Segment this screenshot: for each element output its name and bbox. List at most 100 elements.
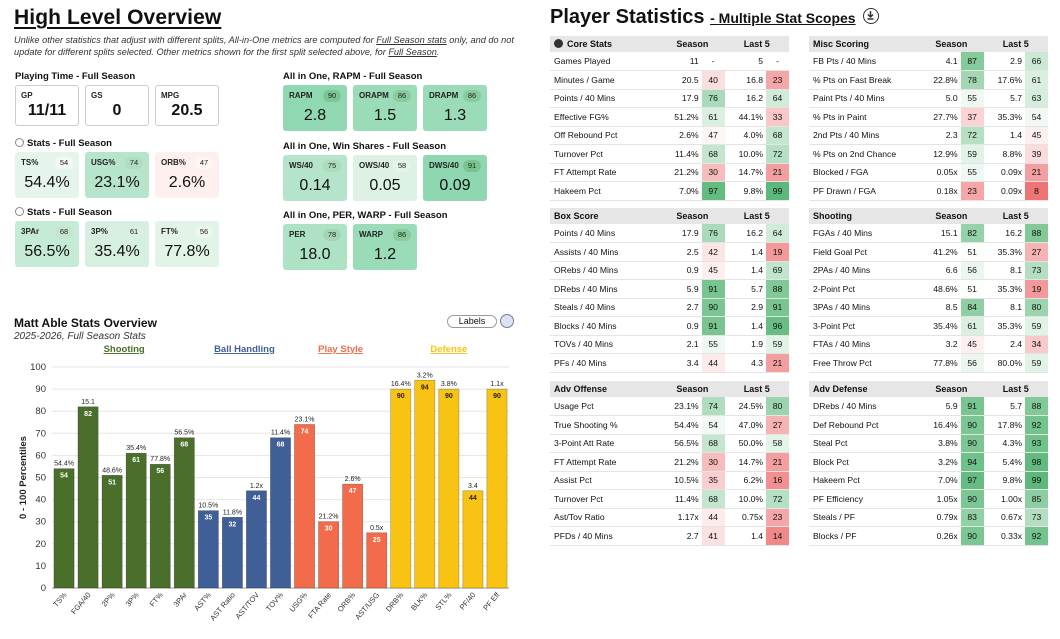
stats-2-radio[interactable] <box>15 207 24 216</box>
table-row: Def Rebound Pct 16.4% 90 17.8% 92 <box>809 415 1048 435</box>
season-value: 35.4% <box>919 316 961 336</box>
x-tick-label: AST% <box>192 590 213 612</box>
bar-percentile-label: 90 <box>397 393 405 400</box>
season-percentile: 44 <box>701 353 725 373</box>
stat-name: Paint Pts / 40 Mins <box>809 89 920 108</box>
last5-value: 10.0% <box>724 144 767 164</box>
info-icon[interactable] <box>554 39 563 48</box>
bar-value-label: 1.2x <box>250 483 264 490</box>
stat-name: Minutes / Game <box>550 70 661 90</box>
table-title-text: Box Score <box>554 211 599 221</box>
stat-card-value: 54.4% <box>24 174 70 191</box>
stat-name: Ast/Tov Ratio <box>550 508 661 527</box>
last5-column-header[interactable]: Last 5 <box>724 381 789 397</box>
download-icon[interactable] <box>863 8 880 24</box>
season-percentile: 30 <box>701 452 725 472</box>
percentile-badge: 86 <box>393 90 411 102</box>
percentile-badge: 61 <box>125 226 143 238</box>
bar-percentile-label: 68 <box>180 442 188 449</box>
last5-column-header[interactable]: Last 5 <box>983 208 1048 224</box>
last5-value: 8.1 <box>983 261 1026 280</box>
stat-card-value: 20.5 <box>171 102 203 119</box>
last5-column-header[interactable]: Last 5 <box>724 208 789 224</box>
last5-column-header[interactable]: Last 5 <box>724 36 789 52</box>
season-column-header[interactable]: Season <box>660 36 725 52</box>
season-value: 11 <box>660 52 702 71</box>
table-row: 3PAs / 40 Mins 8.5 84 8.1 80 <box>809 298 1048 317</box>
season-value: 54.4% <box>660 415 702 435</box>
last5-percentile: 59 <box>1025 353 1048 373</box>
x-tick-label: TS% <box>51 590 69 608</box>
season-percentile: 68 <box>701 144 725 164</box>
percentile-badge: 90 <box>323 90 341 102</box>
stat-card-value: 1.3 <box>443 107 467 124</box>
season-column-header[interactable]: Season <box>919 36 984 52</box>
season-percentile: 90 <box>960 415 984 435</box>
table-row: ORebs / 40 Mins 0.9 45 1.4 69 <box>550 261 789 280</box>
season-value: 16.4% <box>919 415 961 435</box>
table-row: Points / 40 Mins 17.9 76 16.2 64 <box>550 89 789 108</box>
stat-name: Assists / 40 Mins <box>550 242 661 262</box>
table-row: Off Rebound Pct 2.6% 47 4.0% 68 <box>550 126 789 145</box>
stat-card-per: PER 78 18.0 <box>283 224 347 270</box>
last5-percentile: 64 <box>766 224 789 243</box>
labels-toggle-switch[interactable] <box>500 314 514 328</box>
full-season-stats-link[interactable]: Full Season stats <box>376 35 447 45</box>
group-label-play-style: Play Style <box>318 344 363 355</box>
playing-time-title: Playing Time - Full Season <box>15 71 136 82</box>
table-shooting: Shooting Season Last 5 FGAs / 40 Mins 15.1 82… <box>809 208 1048 373</box>
table-row: Blocks / PF 0.26x 90 0.33x 92 <box>809 526 1048 546</box>
season-percentile: 54 <box>701 415 725 435</box>
stat-card-rapm: RAPM 90 2.8 <box>283 85 347 131</box>
last5-percentile: 34 <box>1025 335 1048 354</box>
bar-percentile-label: 47 <box>349 488 357 495</box>
table-row: Assists / 40 Mins 2.5 42 1.4 19 <box>550 242 789 262</box>
last5-column-header[interactable]: Last 5 <box>983 381 1048 397</box>
season-value: 11.4% <box>660 489 702 509</box>
season-percentile: 84 <box>960 298 984 317</box>
y-axis-label: 0 - 100 Percentiles <box>18 436 29 519</box>
table-box: Box Score Season Last 5 Points / 40 Mins 17.… <box>550 208 789 373</box>
season-percentile: 55 <box>960 89 984 108</box>
group-label-shooting: Shooting <box>104 344 145 355</box>
last5-value: 9.8% <box>724 181 767 201</box>
season-column-header[interactable]: Season <box>919 381 984 397</box>
last5-percentile: 80 <box>766 397 789 416</box>
stat-card-value: 0.05 <box>369 177 401 194</box>
season-percentile: 91 <box>701 316 725 336</box>
season-value: 20.5 <box>660 70 702 90</box>
last5-column-header[interactable]: Last 5 <box>983 36 1048 52</box>
season-percentile: 42 <box>701 242 725 262</box>
last5-value: 16.2 <box>983 224 1026 243</box>
stat-name: % Pts on 2nd Chance <box>809 144 920 164</box>
stat-card-gs: GS 0 <box>85 85 149 126</box>
stats-1-radio[interactable] <box>15 138 24 147</box>
table-row: 2-Point Pct 48.6% 51 35.3% 19 <box>809 279 1048 299</box>
last5-percentile: 19 <box>1025 279 1048 299</box>
stat-name: DRebs / 40 Mins <box>550 279 661 299</box>
table-title: Adv Defense <box>809 381 920 397</box>
season-column-header[interactable]: Season <box>919 208 984 224</box>
season-column-header[interactable]: Season <box>660 381 725 397</box>
table-row: 3-Point Att Rate 56.5% 68 50.0% 58 <box>550 434 789 453</box>
last5-percentile: 80 <box>1025 298 1048 317</box>
percentile-badge: 91 <box>463 160 481 172</box>
stat-name: 2nd Pts / 40 Mins <box>809 126 920 145</box>
labels-toggle-button[interactable]: Labels <box>447 315 497 328</box>
season-percentile: 56 <box>960 353 984 373</box>
full-season-link[interactable]: Full Season <box>388 46 437 57</box>
last5-percentile: 59 <box>766 335 789 354</box>
stat-name: Def Rebound Pct <box>809 415 920 435</box>
stat-card-dws-40: DWS/40 91 0.09 <box>423 155 487 201</box>
stats-2-title-text: Stats - Full Season <box>27 207 112 218</box>
season-column-header[interactable]: Season <box>660 208 725 224</box>
last5-value: 2.9 <box>724 298 767 317</box>
bar-value-label: 3.4 <box>468 483 478 490</box>
x-tick-label: BLK% <box>409 590 430 612</box>
bar-ast <box>197 510 219 589</box>
last5-value: 1.4 <box>724 242 767 262</box>
percentile-badge: 56 <box>195 226 213 238</box>
table-row: Steals / 40 Mins 2.7 90 2.9 91 <box>550 298 789 317</box>
season-value: 2.7 <box>660 298 702 317</box>
last5-percentile: 85 <box>1025 489 1048 509</box>
